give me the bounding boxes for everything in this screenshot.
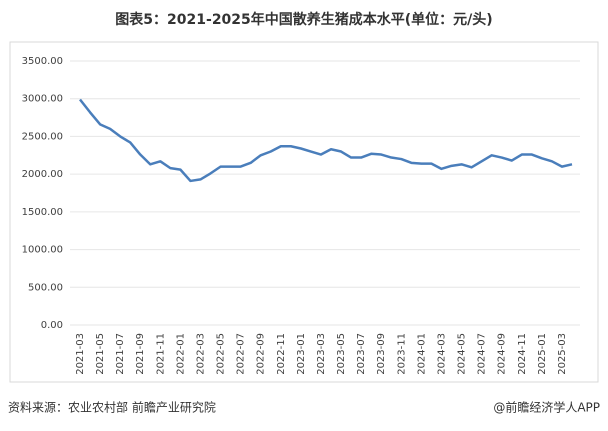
x-tick-label: 2024-05 xyxy=(457,333,468,375)
chart-title: 图表5：2021-2025年中国散养生猪成本水平(单位：元/头) xyxy=(115,11,492,28)
x-tick-label: 2025-03 xyxy=(557,333,568,375)
y-tick-label: 500.00 xyxy=(28,282,63,293)
chart-frame xyxy=(9,41,599,383)
x-tick-label: 2022-07 xyxy=(236,333,247,375)
y-tick-label: 1000.00 xyxy=(22,245,63,256)
x-tick-label: 2021-09 xyxy=(135,333,146,375)
x-tick-label: 2023-05 xyxy=(336,333,347,375)
x-tick-label: 2022-01 xyxy=(175,333,186,375)
x-tick-label: 2024-01 xyxy=(416,333,427,375)
x-tick-label: 2023-11 xyxy=(396,333,407,375)
x-tick-label: 2021-11 xyxy=(155,333,166,375)
y-tick-label: 1500.00 xyxy=(22,207,63,218)
y-tick-label: 0.00 xyxy=(41,320,63,331)
x-tick-label: 2021-03 xyxy=(75,333,86,375)
x-tick-label: 2023-07 xyxy=(356,333,367,375)
credit: @前瞻经济学人APP xyxy=(493,400,600,415)
y-tick-label: 3500.00 xyxy=(22,56,63,67)
source: 资料来源：农业农村部 前瞻产业研究院 xyxy=(8,400,216,415)
x-tick-label: 2024-03 xyxy=(436,333,447,375)
x-tick-label: 2023-01 xyxy=(296,333,307,375)
x-tick-label: 2022-11 xyxy=(276,333,287,375)
x-tick-label: 2023-03 xyxy=(316,333,327,375)
x-tick-label: 2021-07 xyxy=(115,333,126,375)
x-tick-label: 2022-03 xyxy=(195,333,206,375)
x-tick-label: 2024-07 xyxy=(477,333,488,375)
x-tick-label: 2024-11 xyxy=(517,333,528,375)
x-tick-label: 2021-05 xyxy=(95,333,106,375)
y-tick-label: 2000.00 xyxy=(22,169,63,180)
y-tick-label: 2500.00 xyxy=(22,131,63,142)
y-tick-label: 3000.00 xyxy=(22,94,63,105)
x-tick-label: 2023-09 xyxy=(376,333,387,375)
line xyxy=(79,98,573,183)
x-tick-label: 2025-01 xyxy=(537,333,548,375)
x-tick-label: 2024-09 xyxy=(497,333,508,375)
x-tick-label: 2022-09 xyxy=(256,333,267,375)
x-tick-label: 2022-05 xyxy=(216,333,227,375)
